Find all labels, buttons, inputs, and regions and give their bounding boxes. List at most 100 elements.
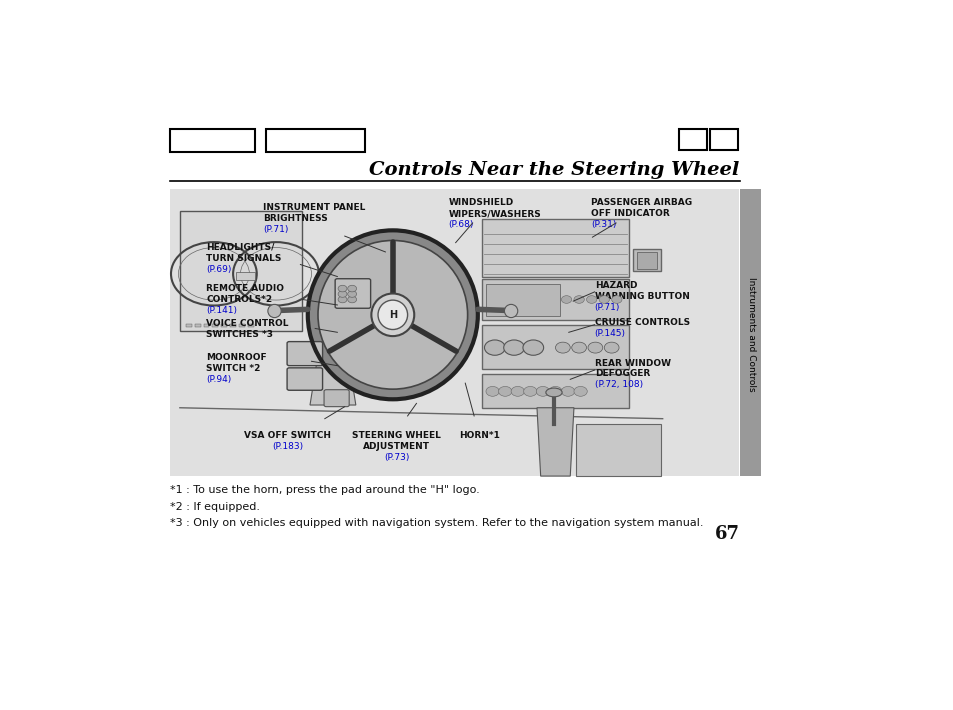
Polygon shape: [537, 408, 574, 476]
Ellipse shape: [320, 243, 465, 387]
Text: (P.94): (P.94): [206, 375, 232, 384]
Text: (P.71): (P.71): [263, 224, 289, 234]
Text: INSTRUMENT PANEL: INSTRUMENT PANEL: [263, 203, 365, 212]
Circle shape: [560, 386, 574, 396]
Text: CRUISE CONTROLS: CRUISE CONTROLS: [594, 318, 689, 327]
Text: SWITCH *2: SWITCH *2: [206, 364, 260, 373]
Bar: [203, 324, 210, 327]
Circle shape: [522, 340, 543, 355]
Text: SWITCHES *3: SWITCHES *3: [206, 330, 274, 339]
Text: WIPERS/WASHERS: WIPERS/WASHERS: [448, 209, 540, 218]
Text: WARNING BUTTON: WARNING BUTTON: [594, 292, 689, 301]
Bar: [485, 284, 559, 316]
Circle shape: [574, 386, 587, 396]
Bar: [170, 189, 738, 476]
Bar: [186, 324, 192, 327]
Circle shape: [603, 342, 618, 353]
Circle shape: [555, 342, 570, 353]
Bar: [170, 129, 254, 152]
Bar: [265, 129, 365, 152]
Circle shape: [586, 295, 597, 303]
Circle shape: [548, 386, 561, 396]
Circle shape: [611, 295, 621, 303]
Bar: [709, 129, 738, 150]
Text: OFF INDICATOR: OFF INDICATOR: [590, 209, 669, 218]
Text: DEFOGGER: DEFOGGER: [594, 369, 649, 378]
Circle shape: [337, 296, 347, 302]
Circle shape: [347, 296, 356, 302]
Bar: [239, 324, 245, 327]
Text: *1 : To use the horn, press the pad around the "H" logo.: *1 : To use the horn, press the pad arou…: [170, 486, 478, 496]
Text: STEERING WHEEL: STEERING WHEEL: [352, 431, 440, 439]
Bar: [740, 189, 760, 476]
Bar: [481, 374, 629, 408]
Polygon shape: [310, 359, 355, 405]
Text: HORN*1: HORN*1: [459, 431, 500, 439]
Circle shape: [587, 342, 602, 353]
Text: (P.72, 108): (P.72, 108): [594, 381, 642, 389]
Text: REAR WINDOW: REAR WINDOW: [594, 359, 670, 368]
Bar: [633, 249, 660, 271]
Text: ADJUSTMENT: ADJUSTMENT: [363, 442, 430, 451]
Bar: [576, 424, 660, 476]
Circle shape: [337, 291, 347, 297]
Bar: [637, 253, 657, 269]
Text: *3 : Only on vehicles equipped with navigation system. Refer to the navigation s: *3 : Only on vehicles equipped with navi…: [170, 518, 702, 528]
FancyBboxPatch shape: [324, 390, 349, 407]
Text: (P.31): (P.31): [590, 220, 616, 229]
Text: VSA OFF SWITCH: VSA OFF SWITCH: [244, 431, 331, 439]
Circle shape: [484, 340, 505, 355]
Bar: [481, 324, 629, 369]
Bar: [481, 219, 629, 277]
Circle shape: [574, 295, 583, 303]
Bar: [230, 324, 235, 327]
Ellipse shape: [268, 305, 281, 317]
Text: (P.183): (P.183): [272, 442, 303, 451]
Text: (P.69): (P.69): [206, 265, 232, 273]
Bar: [180, 211, 301, 331]
Circle shape: [560, 295, 571, 303]
Text: (P.71): (P.71): [594, 302, 619, 312]
Text: H: H: [388, 310, 396, 320]
Text: HAZARD: HAZARD: [594, 281, 637, 290]
Bar: [221, 324, 227, 327]
Text: BRIGHTNESS: BRIGHTNESS: [263, 214, 328, 223]
Bar: [235, 272, 254, 280]
Bar: [679, 129, 706, 150]
Text: REMOTE AUDIO: REMOTE AUDIO: [206, 284, 284, 293]
Circle shape: [503, 340, 524, 355]
Text: (P.68): (P.68): [448, 220, 473, 229]
Text: WINDSHIELD: WINDSHIELD: [448, 198, 513, 207]
Text: HEADLIGHTS/: HEADLIGHTS/: [206, 243, 274, 251]
Bar: [213, 324, 218, 327]
Circle shape: [485, 386, 498, 396]
FancyBboxPatch shape: [335, 279, 370, 308]
Bar: [481, 279, 629, 320]
Circle shape: [598, 295, 609, 303]
Ellipse shape: [377, 300, 407, 329]
Text: (P.141): (P.141): [206, 305, 237, 315]
Text: MOONROOF: MOONROOF: [206, 353, 267, 362]
FancyBboxPatch shape: [287, 342, 322, 366]
Text: 67: 67: [715, 525, 740, 543]
Text: VOICE CONTROL: VOICE CONTROL: [206, 320, 289, 328]
Text: (P.145): (P.145): [594, 329, 625, 338]
Ellipse shape: [317, 241, 467, 389]
Text: TURN SIGNALS: TURN SIGNALS: [206, 253, 281, 263]
FancyBboxPatch shape: [287, 368, 322, 391]
Circle shape: [347, 285, 356, 292]
Ellipse shape: [545, 388, 561, 397]
Circle shape: [337, 285, 347, 292]
Text: Instruments and Controls: Instruments and Controls: [746, 277, 756, 391]
Circle shape: [511, 386, 524, 396]
Circle shape: [536, 386, 549, 396]
Ellipse shape: [371, 293, 414, 336]
Ellipse shape: [504, 305, 517, 317]
Circle shape: [498, 386, 512, 396]
Text: CONTROLS*2: CONTROLS*2: [206, 295, 273, 304]
Ellipse shape: [308, 230, 477, 399]
Text: PASSENGER AIRBAG: PASSENGER AIRBAG: [590, 198, 691, 207]
Text: Controls Near the Steering Wheel: Controls Near the Steering Wheel: [368, 161, 738, 179]
Bar: [194, 324, 200, 327]
Text: *2 : If equipped.: *2 : If equipped.: [170, 502, 259, 512]
